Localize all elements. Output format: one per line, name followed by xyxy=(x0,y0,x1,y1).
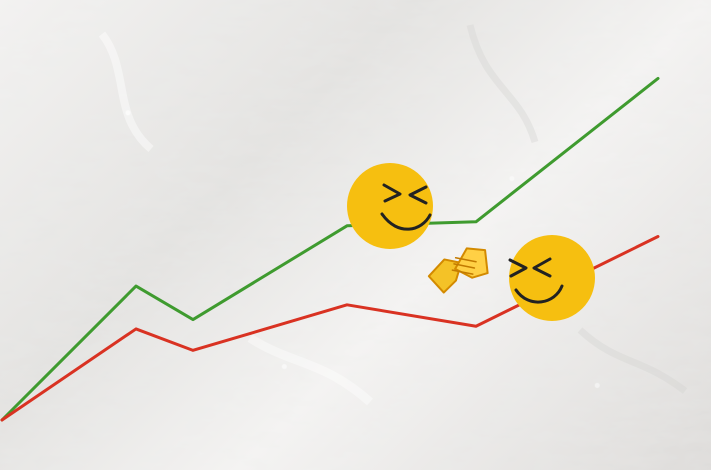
left-face-circle xyxy=(347,163,433,249)
left-face-smile xyxy=(380,212,432,231)
right-face-left-eye xyxy=(508,258,528,278)
right-face-circle xyxy=(509,235,595,321)
wall-crack-1 xyxy=(98,31,154,153)
red-trend-line xyxy=(0,235,660,422)
smiling-face-right-icon xyxy=(508,235,595,321)
series-layer xyxy=(0,76,660,422)
wall-crack-3 xyxy=(247,334,373,406)
wall-crack-4 xyxy=(577,327,688,394)
left-face-right-eye xyxy=(408,185,428,205)
right-face-smile xyxy=(514,284,564,304)
handshake-icon xyxy=(427,247,489,294)
smiling-face-left-icon xyxy=(347,163,433,249)
green-trend-line xyxy=(0,76,660,422)
wall-crack-2 xyxy=(466,24,539,143)
finger-lines xyxy=(451,256,477,275)
left-face-left-eye xyxy=(382,183,402,203)
right-hand xyxy=(454,247,489,279)
right-face-right-eye xyxy=(532,257,552,278)
